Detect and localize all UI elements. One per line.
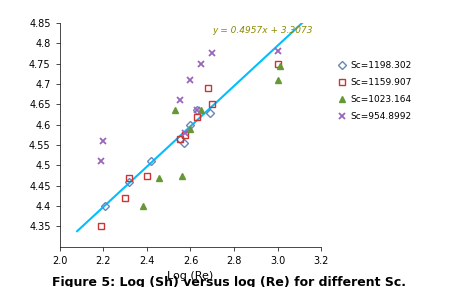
Text: Figure 5: Log (Sh) versus log (Re) for different Sc.: Figure 5: Log (Sh) versus log (Re) for d…: [52, 276, 407, 287]
Text: y = 0.4957x + 3.3073: y = 0.4957x + 3.3073: [212, 26, 313, 35]
Legend: Sc=1198.302, Sc=1159.907, Sc=1023.164, Sc=954.8992: Sc=1198.302, Sc=1159.907, Sc=1023.164, S…: [336, 61, 412, 121]
X-axis label: Log (Re): Log (Re): [168, 272, 213, 281]
